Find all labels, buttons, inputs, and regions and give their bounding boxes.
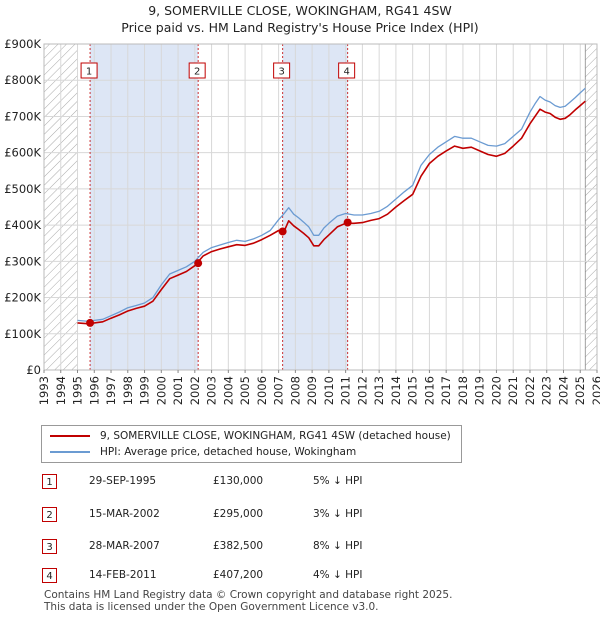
x-tick-label: 2024 bbox=[556, 376, 570, 405]
sale-marker-badge: 1 bbox=[42, 474, 57, 489]
no-data-region-right bbox=[585, 44, 597, 370]
sale-row: 3 28-MAR-2007 £382,500 8% ↓ HPI bbox=[41, 536, 461, 556]
chart-title-line2: Price paid vs. HM Land Registry's House … bbox=[121, 20, 479, 35]
sale-label-text: 4 bbox=[343, 67, 349, 78]
x-tick-label: 2009 bbox=[305, 376, 319, 405]
sale-marker-badge: 4 bbox=[42, 568, 57, 583]
sale-price: £130,000 bbox=[213, 475, 264, 487]
x-tick-label: 1998 bbox=[121, 376, 135, 405]
y-tick-label: £500K bbox=[4, 182, 41, 196]
x-tick-label: 2008 bbox=[288, 376, 302, 405]
chart-title-line1: 9, SOMERVILLE CLOSE, WOKINGHAM, RG41 4SW bbox=[148, 3, 452, 18]
price-chart: 1 2 3 4 £0 £100K £200K £300K £400K £500K £600K £700… bbox=[4, 37, 600, 405]
x-tick-label: 2018 bbox=[456, 376, 470, 405]
y-tick-label: £900K bbox=[4, 37, 41, 51]
sale-point bbox=[194, 259, 203, 268]
legend-label-hpi: HPI: Average price, detached house, Woki… bbox=[100, 446, 357, 458]
sale-hpi-diff: 8% ↓ HPI bbox=[313, 540, 363, 552]
x-tick-label: 2020 bbox=[489, 376, 503, 405]
x-tick-label: 2023 bbox=[540, 376, 554, 405]
x-tick-label: 2016 bbox=[422, 376, 436, 405]
chart-title: 9, SOMERVILLE CLOSE, WOKINGHAM, RG41 4SW… bbox=[0, 2, 600, 36]
sale-label-text: 2 bbox=[194, 67, 200, 78]
legend: 9, SOMERVILLE CLOSE, WOKINGHAM, RG41 4SW… bbox=[41, 425, 462, 463]
sale-point bbox=[278, 227, 287, 236]
x-tick-label: 2012 bbox=[355, 376, 369, 405]
footer-copyright: Contains HM Land Registry data © Crown c… bbox=[44, 589, 453, 601]
x-tick-label: 2004 bbox=[221, 376, 235, 405]
sale-marker-badge: 3 bbox=[42, 539, 57, 554]
legend-line-price-paid bbox=[50, 435, 90, 437]
x-tick-label: 2026 bbox=[590, 376, 600, 405]
x-tick-label: 1996 bbox=[87, 376, 101, 405]
x-tick-label: 1997 bbox=[104, 376, 118, 405]
x-tick-label: 2002 bbox=[188, 376, 202, 405]
x-tick-label: 2010 bbox=[322, 376, 336, 405]
x-tick-label: 2005 bbox=[238, 376, 252, 405]
sale-point bbox=[86, 318, 95, 327]
sale-label-text: 1 bbox=[86, 67, 92, 78]
sale-date: 15-MAR-2002 bbox=[89, 508, 160, 520]
y-tick-label: £700K bbox=[4, 109, 41, 123]
sale-hpi-diff: 4% ↓ HPI bbox=[313, 569, 363, 581]
y-tick-label: £200K bbox=[4, 291, 41, 305]
x-tick-label: 2011 bbox=[339, 376, 353, 405]
y-tick-label: £800K bbox=[4, 73, 41, 87]
sale-hpi-diff: 3% ↓ HPI bbox=[313, 508, 363, 520]
sale-price: £407,200 bbox=[213, 569, 264, 581]
x-tick-label: 2001 bbox=[171, 376, 185, 405]
y-tick-label: £100K bbox=[4, 327, 41, 341]
plot-border bbox=[43, 43, 598, 371]
sale-label-text: 3 bbox=[278, 67, 284, 78]
price-paid-series-line bbox=[77, 100, 586, 325]
y-tick-label: £400K bbox=[4, 218, 41, 232]
sale-price: £295,000 bbox=[213, 508, 264, 520]
legend-label-price-paid: 9, SOMERVILLE CLOSE, WOKINGHAM, RG41 4SW… bbox=[100, 430, 451, 442]
x-tick-label: 2022 bbox=[523, 376, 537, 405]
x-tick-label: 2003 bbox=[205, 376, 219, 405]
x-tick-label: 2025 bbox=[573, 376, 587, 405]
legend-line-hpi bbox=[50, 451, 90, 453]
x-tick-label: 1994 bbox=[54, 376, 68, 405]
x-tick-label: 2007 bbox=[272, 376, 286, 405]
sale-row: 4 14-FEB-2011 £407,200 4% ↓ HPI bbox=[41, 565, 461, 585]
x-tick-label: 2015 bbox=[406, 376, 420, 405]
legend-item-hpi: HPI: Average price, detached house, Woki… bbox=[50, 445, 356, 459]
sale-row: 1 29-SEP-1995 £130,000 5% ↓ HPI bbox=[41, 471, 461, 491]
x-tick-label: 2019 bbox=[473, 376, 487, 405]
sale-row: 2 15-MAR-2002 £295,000 3% ↓ HPI bbox=[41, 504, 461, 524]
x-tick-label: 1995 bbox=[71, 376, 85, 405]
x-tick-label: 2017 bbox=[439, 376, 453, 405]
sale-label-box bbox=[188, 62, 206, 79]
y-tick-label: £600K bbox=[4, 146, 41, 160]
sale-label-box bbox=[80, 62, 98, 79]
sale-point bbox=[343, 218, 352, 227]
sale-label-box bbox=[273, 62, 291, 79]
footer: Contains HM Land Registry data © Crown c… bbox=[44, 589, 452, 613]
x-tick-label: 2013 bbox=[372, 376, 386, 405]
sale-label-box bbox=[338, 62, 356, 79]
sale-marker-badge: 2 bbox=[42, 507, 57, 522]
y-tick-label: £0 bbox=[26, 363, 41, 377]
footer-licence: This data is licensed under the Open Gov… bbox=[44, 601, 379, 613]
sale-date: 28-MAR-2007 bbox=[89, 540, 160, 552]
shaded-period bbox=[282, 44, 348, 370]
x-tick-label: 1999 bbox=[138, 376, 152, 405]
y-tick-label: £300K bbox=[4, 254, 41, 268]
x-tick-label: 1993 bbox=[37, 376, 51, 405]
x-tick-label: 2000 bbox=[154, 376, 168, 405]
sale-price: £382,500 bbox=[213, 540, 264, 552]
x-tick-label: 2014 bbox=[389, 376, 403, 405]
sale-date: 29-SEP-1995 bbox=[89, 475, 157, 487]
x-tick-label: 2021 bbox=[506, 376, 520, 405]
legend-item-price-paid: 9, SOMERVILLE CLOSE, WOKINGHAM, RG41 4SW… bbox=[50, 429, 451, 443]
x-tick-label: 2006 bbox=[255, 376, 269, 405]
sale-hpi-diff: 5% ↓ HPI bbox=[313, 475, 363, 487]
sale-date: 14-FEB-2011 bbox=[89, 569, 157, 581]
hpi-series-line bbox=[77, 87, 586, 322]
